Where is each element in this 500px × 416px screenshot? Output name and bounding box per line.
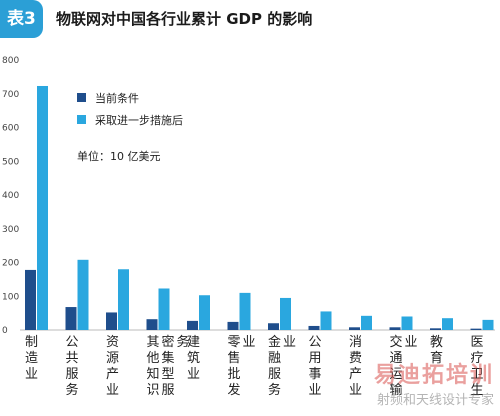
y-tick-label: 500 xyxy=(2,157,19,167)
bar-current xyxy=(389,327,401,330)
y-tick-label: 0 xyxy=(2,326,8,336)
x-category-label: 教育 xyxy=(430,334,443,366)
bar-further-measures xyxy=(239,292,251,330)
bar-current xyxy=(308,325,320,330)
bar-further-measures xyxy=(280,297,291,330)
bar-current xyxy=(470,328,482,330)
bar-current xyxy=(349,327,360,330)
y-tick-label: 800 xyxy=(2,56,19,66)
y-tick-label: 600 xyxy=(2,124,19,134)
x-category-label: 零售批发业 xyxy=(228,335,256,398)
bar-current xyxy=(146,319,158,330)
chart-title: 物联网对中国各行业累计 GDP 的影响 xyxy=(56,10,313,28)
x-category-label: 交通运输业 xyxy=(390,334,418,398)
x-category-label: 医疗卫生 xyxy=(471,335,484,398)
watermark: 易迪拓培训 射频和天线设计专家 xyxy=(374,357,494,408)
bar-current xyxy=(106,312,117,330)
chart-header: 表3 物联网对中国各行业累计 GDP 的影响 xyxy=(0,0,500,38)
bar-further-measures xyxy=(118,269,129,330)
bar-further-measures xyxy=(482,319,494,330)
x-category-label: 制造业 xyxy=(25,335,38,382)
watermark-subtitle: 射频和天线设计专家 xyxy=(376,393,494,408)
bar-further-measures xyxy=(199,295,210,330)
watermark-logo: 易迪拓培训 xyxy=(373,363,494,388)
legend-label: 当前条件 xyxy=(95,91,139,105)
legend-swatch xyxy=(77,115,86,124)
x-category-label: 公共服务 xyxy=(66,335,79,398)
bar-current xyxy=(65,307,77,330)
x-category-label: 公用事业 xyxy=(309,335,322,398)
y-tick-label: 700 xyxy=(2,90,19,100)
bar-current xyxy=(187,320,198,330)
x-category-label: 其他知识密集型服务 xyxy=(147,334,190,398)
x-category-label: 金融服务业 xyxy=(268,334,296,398)
bar-further-measures xyxy=(442,318,453,330)
unit-note: 单位：10 亿美元 xyxy=(77,149,161,163)
y-tick-label: 100 xyxy=(2,292,19,302)
y-tick-label: 200 xyxy=(2,259,19,269)
legend-swatch xyxy=(77,93,86,102)
table-number-badge: 表3 xyxy=(0,0,43,38)
bar-further-measures xyxy=(401,316,413,330)
x-category-label: 消费产业 xyxy=(349,335,362,398)
bar-current xyxy=(227,321,239,330)
y-tick-label: 400 xyxy=(2,191,19,201)
x-category-label: 建筑业 xyxy=(187,335,200,382)
bar-further-measures xyxy=(320,311,332,330)
bar-current xyxy=(430,328,441,330)
bar-further-measures xyxy=(77,259,89,330)
bar-current xyxy=(268,323,279,330)
bar-further-measures xyxy=(158,288,170,330)
y-tick-label: 300 xyxy=(2,225,19,235)
bar-further-measures xyxy=(361,315,372,330)
bar-further-measures xyxy=(37,85,48,330)
bar-chart: 0 100 200 300 400 500 600 700 800 制造业 公共服务 资源产业 其他知… xyxy=(2,56,495,398)
legend-label: 采取进一步措施后 xyxy=(95,113,183,127)
x-category-label: 资源产业 xyxy=(106,335,119,398)
bar-current xyxy=(25,269,36,330)
